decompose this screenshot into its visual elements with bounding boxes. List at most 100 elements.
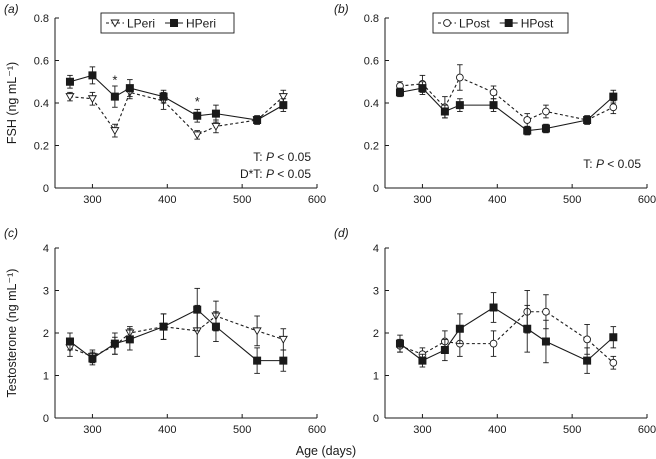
data-point [489, 101, 498, 110]
data-point [125, 335, 134, 344]
y-tick-label: 4 [43, 243, 49, 255]
stat-annotation: T: P < 0.05 [253, 150, 311, 164]
y-tick-label: 0.8 [34, 13, 49, 25]
data-point [211, 122, 221, 131]
data-point [252, 327, 262, 336]
y-tick-label: 0.2 [34, 141, 49, 153]
y-axis-title: FSH (ng mL⁻¹) [5, 62, 19, 144]
annotation-p-symbol: P [266, 150, 274, 164]
y-tick-label: 1 [43, 371, 49, 383]
legend-marker [170, 18, 179, 27]
series-line [69, 74, 284, 121]
x-tick-label: 400 [158, 194, 176, 206]
data-point [253, 356, 262, 365]
data-point [523, 126, 532, 135]
x-tick-label: 300 [413, 424, 431, 436]
y-tick-label: 2 [43, 328, 49, 340]
legend: LPeri HPeri [100, 12, 235, 34]
stat-annotation: T: P < 0.05 [583, 157, 641, 171]
data-point [583, 116, 592, 125]
x-tick-label: 600 [308, 194, 326, 206]
data-point [159, 92, 168, 101]
y-tick-label: 0 [373, 413, 379, 425]
x-tick-label: 400 [488, 194, 506, 206]
data-point [440, 345, 449, 354]
data-point [65, 77, 74, 86]
data-point [88, 354, 97, 363]
y-tick-label: 2 [373, 328, 379, 340]
y-tick-label: 0 [43, 413, 49, 425]
x-tick-label: 500 [563, 424, 581, 436]
data-point [609, 92, 618, 101]
annotation-p-symbol: P [266, 167, 274, 181]
legend-label: HPeri [186, 16, 216, 30]
data-point [395, 88, 404, 97]
data-point [159, 322, 168, 331]
x-tick-label: 400 [158, 424, 176, 436]
data-point [583, 356, 592, 365]
series-hperi [65, 287, 288, 374]
data-point [418, 84, 427, 93]
chart-panel: 0 1 2 3 4 300 400 500 600 (d) [334, 226, 656, 436]
data-point [110, 339, 119, 348]
annotation-text: < 0.05 [274, 167, 311, 181]
panel-label: (a) [4, 2, 19, 16]
data-point [609, 103, 618, 112]
data-point [211, 322, 220, 331]
legend-label: HPost [521, 16, 554, 30]
x-tick-label: 600 [638, 424, 656, 436]
series-lperi [65, 85, 288, 140]
panel-label: (d) [334, 226, 349, 240]
data-point [193, 305, 202, 314]
data-point [88, 71, 97, 80]
panel-label: (b) [334, 2, 349, 16]
data-point [542, 107, 550, 116]
data-point [278, 93, 288, 102]
y-tick-label: 0.4 [364, 98, 379, 110]
panel-label: (c) [4, 226, 18, 240]
data-point [110, 127, 120, 136]
series-hperi [65, 66, 288, 125]
y-tick-label: 0 [373, 183, 379, 195]
data-point [541, 337, 550, 346]
data-point [583, 335, 591, 344]
data-point [609, 333, 618, 342]
data-point [253, 116, 262, 125]
legend-label: LPost [459, 16, 490, 30]
x-tick-label: 400 [488, 424, 506, 436]
data-point [87, 95, 98, 104]
x-tick-label: 300 [413, 194, 431, 206]
data-point [541, 124, 550, 133]
data-point [455, 324, 464, 333]
x-tick-label: 500 [233, 424, 251, 436]
annotation-text: T: [253, 150, 266, 164]
y-tick-label: 0.8 [364, 13, 379, 25]
data-point [489, 339, 498, 348]
series-line [399, 306, 614, 362]
data-point [211, 109, 220, 118]
data-point [455, 101, 464, 110]
data-point [279, 101, 288, 110]
legend-marker [443, 19, 451, 27]
annotation-text: < 0.05 [604, 157, 641, 171]
x-tick-label: 500 [233, 194, 251, 206]
x-tick-label: 600 [308, 424, 326, 436]
data-point [456, 73, 464, 82]
y-tick-label: 0.2 [364, 141, 379, 153]
y-tick-label: 0.4 [34, 98, 49, 110]
x-tick-label: 600 [638, 194, 656, 206]
data-point [192, 131, 202, 140]
x-tick-label: 300 [83, 194, 101, 206]
y-tick-label: 4 [373, 243, 379, 255]
series-line [69, 315, 284, 357]
significance-asterisk: * [112, 73, 117, 88]
data-point [193, 111, 202, 120]
chart-panel: 0 0.2 0.4 0.6 0.8 300 400 500 600 (a) FSH (ng mL⁻¹… [4, 2, 326, 206]
annotation-text: T: [583, 157, 596, 171]
data-point [279, 356, 288, 365]
series-line [399, 76, 614, 121]
legend-marker [110, 19, 120, 28]
data-point [110, 92, 119, 101]
legend-label: LPeri [127, 16, 155, 30]
chart-panel: 0 1 2 3 4 300 400 500 600 (c) Testosterone (ng mL⁻… [4, 226, 326, 436]
